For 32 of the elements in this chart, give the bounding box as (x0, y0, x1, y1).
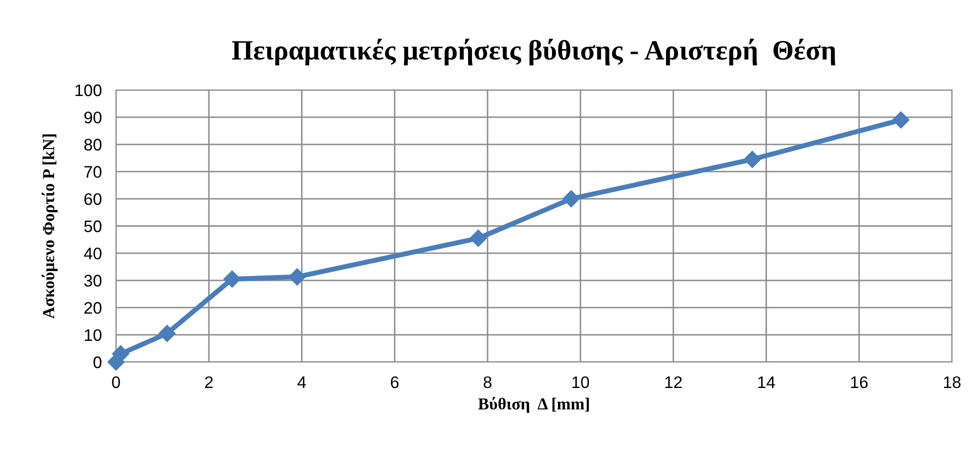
x-tick-label: 4 (298, 376, 306, 388)
point (892, 111, 910, 128)
y-tick-label: 20 (84, 302, 102, 314)
point (562, 190, 580, 208)
y-tick-label: 30 (84, 274, 102, 287)
y-tick-label: 50 (84, 220, 102, 232)
x-tick-label: 16 (851, 376, 868, 388)
y-tick-label: 60 (84, 193, 102, 206)
point (470, 230, 487, 247)
y-tick-label: 70 (84, 166, 102, 178)
point (224, 270, 241, 288)
x-tick-label: 2 (205, 376, 213, 388)
y-tick-label: 40 (84, 248, 102, 260)
point (112, 345, 130, 362)
y-tick-label: 80 (84, 138, 102, 151)
y-tick-label: 90 (84, 112, 102, 124)
x-tick-label: 8 (484, 376, 492, 388)
x-tick-label: 0 (112, 376, 120, 388)
point (288, 268, 306, 286)
x-tick-label: 6 (390, 376, 399, 388)
x-tick-label: 18 (944, 376, 961, 388)
y-tick-label: 100 (76, 84, 102, 96)
point (744, 150, 761, 168)
x-tick-label: 10 (572, 376, 590, 388)
x-tick-label: 14 (758, 376, 776, 388)
chart-title: Πειραματικές μετρήσεις βύθισης - Αριστερή Θέση (232, 38, 836, 66)
x-tick-label: 12 (665, 376, 682, 388)
x-axis-title: Βύθιση Δ [mm] (478, 396, 589, 413)
y-axis-title: Ασκούμενο Φορτίο P [kN] (42, 134, 58, 319)
y-tick-label: 10 (84, 329, 102, 342)
point (158, 324, 176, 342)
y-tick-label: 0 (93, 356, 102, 368)
